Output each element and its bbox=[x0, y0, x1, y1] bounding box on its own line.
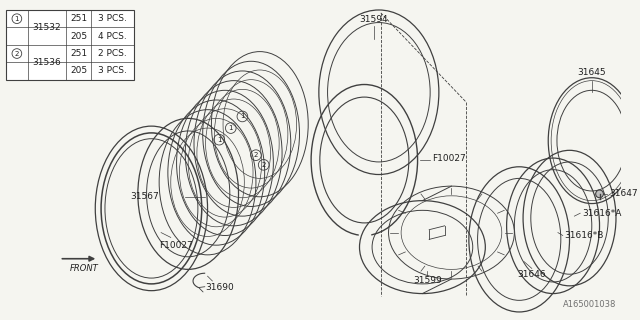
Text: F10027: F10027 bbox=[432, 154, 466, 163]
Text: FRONT: FRONT bbox=[69, 264, 98, 273]
Text: A165001038: A165001038 bbox=[563, 300, 616, 309]
Text: 31616*A: 31616*A bbox=[582, 209, 621, 218]
Text: 2 PCS.: 2 PCS. bbox=[99, 49, 127, 58]
Text: 31594: 31594 bbox=[360, 15, 388, 24]
Text: 31690: 31690 bbox=[205, 283, 234, 292]
Text: 2: 2 bbox=[15, 51, 19, 57]
Text: F10027: F10027 bbox=[159, 241, 193, 250]
Text: 1: 1 bbox=[217, 137, 221, 143]
Ellipse shape bbox=[596, 190, 604, 198]
Text: 31532: 31532 bbox=[33, 23, 61, 32]
Text: 31567: 31567 bbox=[131, 192, 159, 201]
Text: 1: 1 bbox=[240, 114, 244, 119]
Text: 205: 205 bbox=[70, 67, 88, 76]
Text: 1: 1 bbox=[15, 16, 19, 22]
Text: 31647: 31647 bbox=[609, 189, 638, 198]
Bar bbox=[6, 10, 134, 80]
Text: 31616*B: 31616*B bbox=[564, 231, 604, 240]
Text: 3 PCS.: 3 PCS. bbox=[99, 14, 127, 23]
Text: 31599: 31599 bbox=[413, 276, 442, 285]
Text: 3 PCS.: 3 PCS. bbox=[99, 67, 127, 76]
Text: 31646: 31646 bbox=[518, 270, 546, 279]
Text: 251: 251 bbox=[70, 14, 88, 23]
Text: 205: 205 bbox=[70, 32, 88, 41]
Text: 31536: 31536 bbox=[33, 58, 61, 67]
Text: 2: 2 bbox=[262, 162, 266, 168]
Text: 251: 251 bbox=[70, 49, 88, 58]
Text: 31645: 31645 bbox=[577, 68, 606, 77]
Text: 4 PCS.: 4 PCS. bbox=[99, 32, 127, 41]
Text: 2: 2 bbox=[253, 152, 258, 158]
Text: 1: 1 bbox=[228, 125, 233, 131]
